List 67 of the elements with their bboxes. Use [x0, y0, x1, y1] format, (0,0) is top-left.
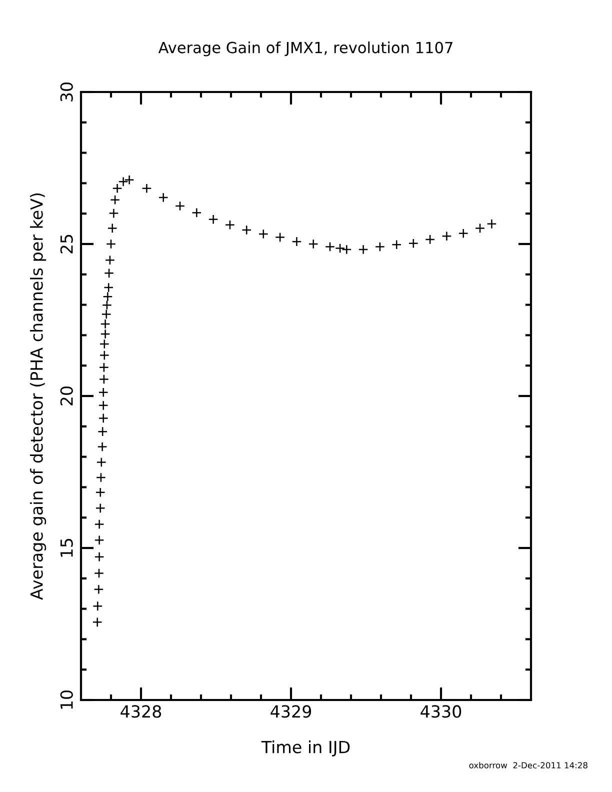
point [94, 519, 104, 530]
point [486, 218, 497, 229]
point [102, 292, 113, 302]
point [98, 374, 109, 384]
point [110, 194, 120, 205]
y-tick-label: 10 [60, 690, 73, 709]
x-tick-label: 4328 [120, 705, 162, 718]
point [101, 309, 112, 320]
point [98, 387, 108, 398]
point [158, 192, 168, 203]
x-axis-title: Time in IJD [261, 740, 350, 756]
point [335, 243, 346, 254]
x-tick-label: 4329 [270, 705, 312, 718]
point [95, 503, 106, 514]
point [192, 208, 202, 218]
point [442, 231, 452, 242]
point [106, 238, 116, 250]
point [324, 242, 336, 252]
point [392, 240, 402, 250]
point [408, 238, 418, 248]
point [308, 238, 318, 250]
point [94, 552, 104, 562]
point [104, 282, 114, 292]
x-tick-label: 4330 [420, 705, 462, 718]
point [142, 183, 152, 194]
point [374, 242, 385, 252]
point [99, 339, 110, 350]
point [208, 214, 218, 224]
point [96, 457, 106, 468]
point [342, 244, 352, 254]
chart-title: Average Gain of JMX1, revolution 1107 [158, 42, 452, 56]
point [94, 535, 104, 546]
point [98, 426, 108, 437]
point [242, 225, 252, 236]
point [94, 584, 104, 594]
point [94, 568, 104, 578]
point [98, 413, 108, 424]
point [98, 362, 109, 372]
point [174, 200, 186, 212]
point [92, 617, 102, 628]
y-tick-label: 15 [60, 538, 73, 557]
point [97, 442, 108, 452]
point [425, 234, 436, 244]
point [258, 228, 268, 239]
point [92, 601, 103, 612]
y-axis-title: Average gain of detector (PHA channels per keV) [30, 193, 46, 600]
y-tick-label: 20 [60, 386, 73, 406]
point [100, 328, 110, 339]
point [458, 228, 468, 238]
point [104, 268, 114, 278]
point [96, 472, 106, 482]
point [474, 223, 486, 234]
y-tick-label: 25 [60, 234, 73, 254]
point [102, 300, 112, 310]
point [107, 223, 118, 234]
point [100, 318, 110, 329]
point [358, 244, 368, 254]
point [292, 236, 302, 247]
point [275, 232, 286, 242]
point [224, 220, 235, 230]
y-tick-label: 30 [60, 82, 73, 102]
point [104, 255, 115, 266]
point [108, 208, 119, 218]
point [98, 400, 108, 410]
text: oxborrow 2-Dec-2011 14:28 [469, 762, 588, 768]
point [99, 350, 110, 360]
point [95, 487, 106, 498]
